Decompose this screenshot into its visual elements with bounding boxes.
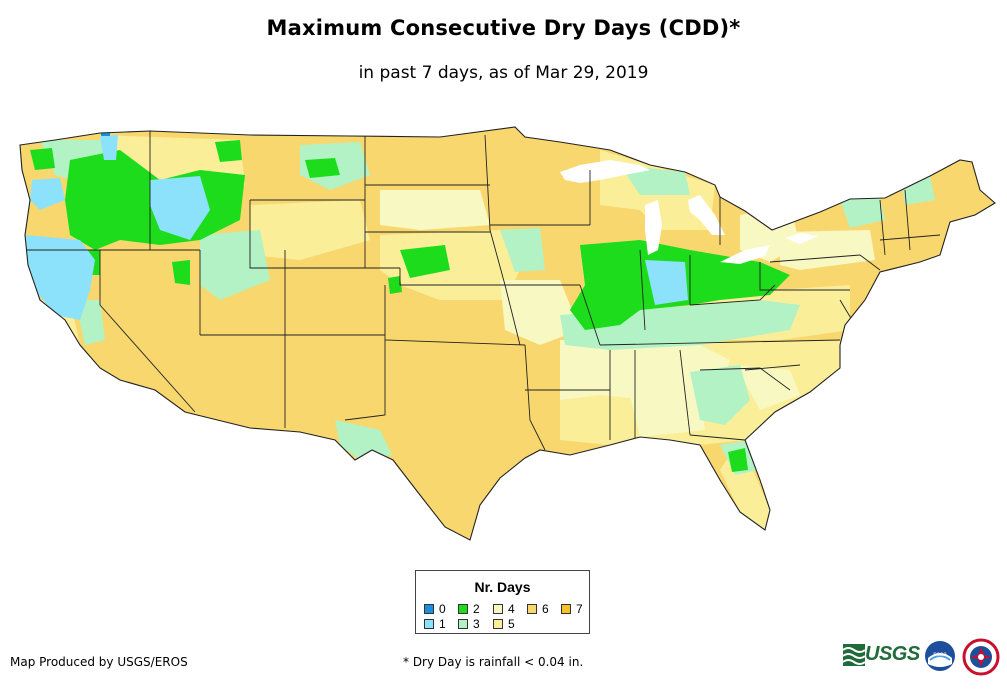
region-5-days (250, 200, 370, 260)
state-boundary (484, 134, 521, 346)
state-boundary (759, 262, 850, 291)
state-boundary (99, 250, 196, 413)
legend: Nr. Days 0 1 2 3 4 5 6 7 (415, 570, 590, 634)
cdd-map (19, 126, 996, 541)
legend-item-2: 2 (458, 603, 480, 616)
state-boundary (689, 434, 746, 441)
legend-swatch (424, 604, 434, 614)
region-4-days (630, 390, 705, 437)
legend-item-1: 1 (424, 618, 446, 631)
lake-superior (560, 160, 650, 183)
region-2-days (305, 158, 340, 178)
legend-label: 6 (542, 602, 549, 616)
region-0-days (101, 131, 110, 136)
region-3-days (500, 228, 545, 272)
legend-label: 2 (473, 602, 480, 616)
legend-swatch (561, 604, 571, 614)
legend-title: Nr. Days (474, 579, 531, 595)
region-3-days (840, 198, 885, 228)
state-boundary (599, 339, 841, 346)
map-subtitle: in past 7 days, as of Mar 29, 2019 (358, 63, 649, 83)
lake-ontario (785, 233, 818, 244)
state-boundary (879, 199, 886, 256)
legend-label: 3 (473, 617, 480, 631)
region-4-days (735, 365, 800, 410)
legend-item-5: 5 (493, 618, 515, 631)
usgs-logo: USGS (843, 643, 920, 671)
region-1-days (30, 178, 65, 210)
region-2-days (388, 276, 402, 294)
region-5-days (380, 230, 520, 300)
legend-label: 4 (508, 602, 515, 616)
lake-erie (720, 245, 770, 264)
usgs-wave-icon (843, 643, 865, 666)
region-4-days (380, 190, 490, 230)
state-boundary (639, 249, 646, 331)
map-title: Maximum Consecutive Dry Days (CDD)* (266, 16, 741, 40)
legend-item-7: 7 (561, 603, 583, 616)
region-2-days (215, 140, 242, 162)
region-2-days (400, 245, 450, 278)
state-boundary (344, 340, 386, 421)
state-boundary (744, 364, 801, 371)
region-2-days (30, 148, 55, 170)
state-boundary (879, 234, 941, 241)
region-3-days (335, 420, 392, 460)
region-1-days (150, 176, 210, 240)
usgs-wordmark: USGS (865, 643, 920, 665)
state-boundary (699, 367, 791, 391)
legend-swatch (527, 604, 537, 614)
state-boundary (904, 189, 911, 251)
nws-logo (962, 638, 1000, 676)
region-1-days (25, 235, 95, 320)
legend-label: 7 (576, 602, 583, 616)
region-2-days (172, 260, 190, 285)
legend-swatch (424, 619, 434, 629)
legend-swatch (493, 619, 503, 629)
lake-huron (688, 195, 725, 235)
legend-label: 5 (508, 617, 515, 631)
legend-swatch (493, 604, 503, 614)
region-3-days (690, 365, 750, 425)
state-boundary (399, 268, 505, 286)
state-boundaries (25, 131, 941, 451)
lake-michigan (645, 200, 662, 255)
state-boundary (679, 349, 691, 436)
region-4-days (500, 280, 580, 345)
region-1-days (100, 135, 118, 160)
legend-swatch (458, 619, 468, 629)
region-1-days (645, 260, 688, 305)
credit-text: Map Produced by USGS/EROS (10, 655, 188, 669)
state-boundary (769, 254, 861, 263)
legend-label: 1 (439, 617, 446, 631)
state-boundary (524, 344, 546, 451)
state-boundary (579, 284, 601, 346)
legend-item-0: 0 (424, 603, 446, 616)
legend-item-3: 3 (458, 618, 480, 631)
footnote-text: * Dry Day is rainfall < 0.04 in. (403, 655, 584, 669)
legend-label: 0 (439, 602, 446, 616)
legend-item-6: 6 (527, 603, 549, 616)
noaa-wordmark: noaa (933, 652, 947, 658)
noaa-logo: noaa (925, 641, 955, 671)
legend-item-4: 4 (493, 603, 515, 616)
state-boundary (859, 254, 881, 271)
region-4-days (560, 340, 730, 400)
legend-swatch (458, 604, 468, 614)
region-2-days (728, 448, 748, 472)
region-3-days (200, 230, 270, 300)
state-boundary (249, 200, 400, 269)
